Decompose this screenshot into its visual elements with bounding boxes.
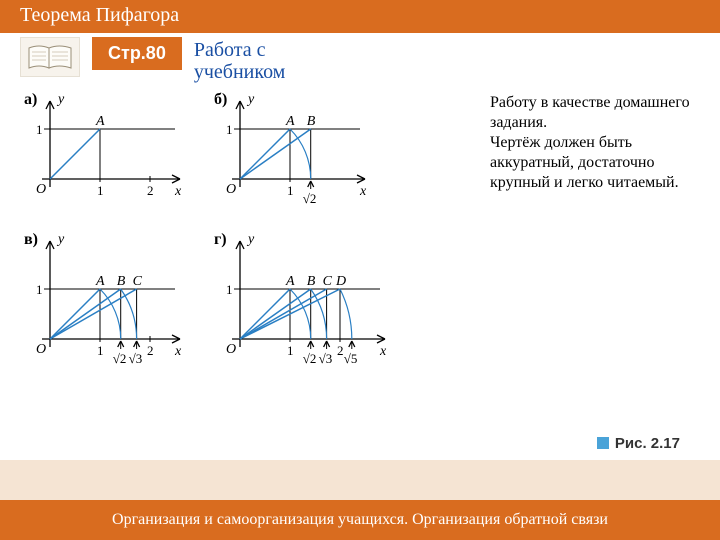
svg-text:O: O bbox=[226, 182, 236, 197]
content-area: а)xyO112A б)xyO11√2AB в)xyO112√2√3ABC г)… bbox=[0, 83, 720, 389]
svg-text:1: 1 bbox=[36, 282, 43, 297]
svg-text:1: 1 bbox=[287, 183, 294, 198]
svg-text:O: O bbox=[36, 342, 46, 357]
charts-column: а)xyO112A б)xyO11√2AB в)xyO112√2√3ABC г)… bbox=[20, 89, 480, 389]
work-with-textbook-label: Работа сучебником bbox=[194, 39, 286, 83]
sub-header-row: Стр.80 Работа сучебником bbox=[0, 33, 720, 83]
svg-text:1: 1 bbox=[287, 343, 294, 358]
svg-text:y: y bbox=[246, 92, 255, 107]
svg-text:√5: √5 bbox=[344, 351, 358, 366]
svg-text:y: y bbox=[246, 232, 255, 247]
chart-a: а)xyO112A bbox=[20, 89, 190, 219]
svg-text:B: B bbox=[117, 274, 126, 289]
svg-text:B: B bbox=[307, 114, 316, 129]
svg-text:√2: √2 bbox=[303, 351, 317, 366]
svg-text:A: A bbox=[285, 274, 295, 289]
peach-band bbox=[0, 460, 720, 500]
svg-text:1: 1 bbox=[226, 122, 233, 137]
svg-text:x: x bbox=[359, 184, 367, 199]
footer-text: Организация и самоорганизация учащихся. … bbox=[0, 500, 720, 540]
svg-text:x: x bbox=[379, 344, 387, 359]
svg-text:1: 1 bbox=[97, 343, 104, 358]
book-icon bbox=[20, 37, 80, 77]
svg-text:1: 1 bbox=[36, 122, 43, 137]
page-badge: Стр.80 bbox=[92, 37, 182, 70]
svg-text:x: x bbox=[174, 184, 182, 199]
svg-text:B: B bbox=[307, 274, 316, 289]
figure-caption: Рис. 2.17 bbox=[597, 435, 680, 452]
svg-text:2: 2 bbox=[337, 343, 344, 358]
chart-v: в)xyO112√2√3ABC bbox=[20, 229, 190, 379]
svg-text:2: 2 bbox=[147, 183, 154, 198]
chart-g: г)xyO112√2√3√5ABCD bbox=[210, 229, 395, 379]
svg-text:√3: √3 bbox=[319, 351, 333, 366]
svg-text:D: D bbox=[335, 274, 346, 289]
svg-text:1: 1 bbox=[97, 183, 104, 198]
svg-text:A: A bbox=[95, 274, 105, 289]
svg-text:x: x bbox=[174, 344, 182, 359]
side-instruction-text: Работу в качестве домашнего задания.Черт… bbox=[490, 89, 700, 389]
svg-text:C: C bbox=[133, 274, 143, 289]
svg-text:√3: √3 bbox=[129, 351, 143, 366]
svg-text:O: O bbox=[226, 342, 236, 357]
svg-text:A: A bbox=[95, 114, 105, 129]
svg-text:y: y bbox=[56, 92, 65, 107]
slide-title: Теорема Пифагора bbox=[0, 0, 720, 33]
svg-text:A: A bbox=[285, 114, 295, 129]
svg-text:√2: √2 bbox=[303, 191, 317, 206]
svg-text:y: y bbox=[56, 232, 65, 247]
svg-text:2: 2 bbox=[147, 343, 154, 358]
svg-text:C: C bbox=[323, 274, 333, 289]
chart-b: б)xyO11√2AB bbox=[210, 89, 375, 219]
svg-text:√2: √2 bbox=[113, 351, 127, 366]
caption-square-icon bbox=[597, 437, 609, 449]
svg-text:1: 1 bbox=[226, 282, 233, 297]
svg-text:O: O bbox=[36, 182, 46, 197]
